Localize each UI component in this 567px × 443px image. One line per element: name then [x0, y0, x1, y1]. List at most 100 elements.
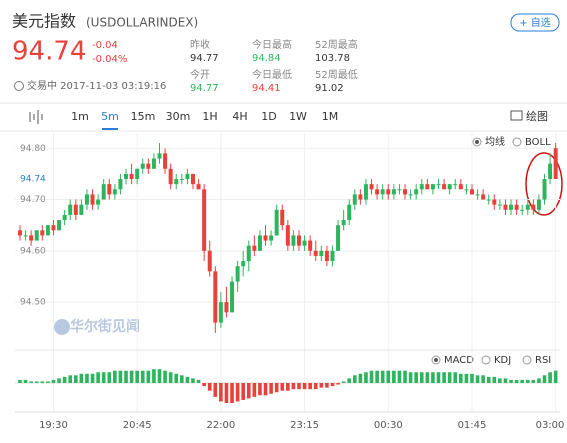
macd-bar	[79, 373, 84, 383]
candle-body	[553, 148, 558, 180]
candle-body	[23, 235, 28, 237]
radio-dot[interactable]	[434, 358, 438, 362]
radio-label[interactable]: KDJ	[494, 355, 511, 366]
title: 美元指数	[12, 12, 76, 31]
candle-body	[185, 173, 190, 180]
candle-body	[525, 204, 530, 210]
macd-bar	[553, 370, 558, 383]
macd-bar	[291, 383, 296, 390]
macd-bar	[397, 370, 402, 383]
candle-body	[492, 199, 497, 205]
candle-body	[548, 163, 553, 180]
candle-body	[146, 163, 151, 169]
candle-body	[358, 194, 363, 200]
macd-bar	[219, 383, 223, 402]
interval-tab[interactable]: 15m	[131, 110, 156, 123]
candle-body	[252, 245, 257, 251]
macd-bar	[509, 379, 513, 383]
macd-bar	[297, 383, 301, 390]
macd-bar	[286, 383, 290, 391]
macd-bar	[230, 383, 234, 403]
stat-value: 94.41	[252, 83, 281, 94]
radio-label[interactable]: 均线	[485, 135, 505, 148]
macd-bar	[486, 376, 491, 383]
macd-bar	[90, 373, 95, 383]
candle-body	[112, 189, 117, 195]
change-pct: -0.04%	[92, 54, 127, 65]
radio-label[interactable]: MACD	[444, 355, 474, 366]
draw-icon[interactable]	[510, 110, 523, 121]
stat-value: 103.78	[315, 53, 350, 64]
candle-body	[118, 179, 123, 190]
candle-body	[414, 189, 419, 195]
macd-bar	[113, 370, 117, 383]
candle-body	[57, 220, 62, 231]
x-tick-label: 20:45	[123, 420, 152, 431]
candle-body	[509, 204, 514, 210]
macd-bar	[235, 383, 240, 402]
macd-bar	[414, 372, 418, 383]
interval-tab[interactable]: 1D	[261, 110, 276, 123]
radio-dot[interactable]	[475, 140, 479, 144]
candle-body	[129, 173, 134, 180]
macd-bar	[135, 370, 139, 383]
candle-body	[285, 225, 290, 246]
candle-body	[18, 230, 22, 236]
interval-tab[interactable]: 1M	[322, 110, 339, 123]
interval-tab[interactable]: 1W	[289, 110, 307, 123]
macd-bar	[520, 379, 524, 383]
radio[interactable]	[522, 355, 532, 365]
candle-body	[419, 184, 424, 190]
add-button-label[interactable]: + 自选	[519, 16, 551, 29]
macd-bar	[442, 372, 446, 383]
candle-body	[453, 184, 458, 186]
stat-label: 52周最低	[315, 68, 358, 81]
stat-label: 52周最高	[315, 38, 358, 51]
macd-bar	[269, 383, 273, 394]
interval-tab[interactable]: 1m	[71, 110, 89, 123]
watermark-logo	[54, 319, 70, 335]
radio[interactable]	[481, 355, 491, 365]
macd-bar	[386, 370, 391, 383]
macd-bar	[369, 370, 374, 383]
candle-body	[291, 235, 296, 246]
macd-bar	[537, 378, 541, 383]
macd-bar	[213, 383, 218, 397]
macd-bar	[380, 370, 385, 383]
radio-label[interactable]: BOLL	[525, 137, 551, 148]
radio-label[interactable]: RSI	[535, 355, 551, 366]
macd-bar	[313, 383, 318, 390]
x-tick-label: 00:30	[374, 420, 403, 431]
candle-body	[386, 189, 391, 195]
add-button[interactable]	[510, 13, 560, 32]
y-tick-label: 94.60	[20, 246, 46, 256]
interval-tab[interactable]: 1H	[202, 110, 217, 123]
candle-body	[202, 189, 207, 251]
interval-tab[interactable]: 30m	[166, 110, 191, 123]
macd-bar	[308, 383, 312, 390]
interval-tab[interactable]: 4H	[232, 110, 247, 123]
radio[interactable]	[512, 137, 522, 147]
macd-bar	[542, 375, 547, 383]
candle-body	[313, 250, 318, 256]
macd-bar	[325, 383, 329, 388]
macd-bar	[140, 370, 145, 383]
interval-tab[interactable]: 5m	[101, 110, 119, 123]
candle-body	[324, 250, 329, 262]
macd-bar	[40, 381, 45, 383]
macd-bar	[425, 372, 430, 383]
macd-bar	[280, 383, 285, 391]
macd-bar	[470, 373, 474, 383]
macd-bar	[514, 379, 519, 383]
candle-body	[90, 194, 95, 205]
bars-icon	[29, 110, 43, 124]
draw-button[interactable]: 绘图	[526, 109, 548, 123]
macd-bar	[353, 375, 357, 383]
candle-body	[157, 153, 162, 159]
candle-body	[45, 225, 50, 236]
candle-body	[380, 189, 385, 195]
candle-body	[79, 204, 84, 215]
watermark: 华尔街见闻	[70, 318, 140, 335]
macd-bar	[503, 378, 508, 383]
